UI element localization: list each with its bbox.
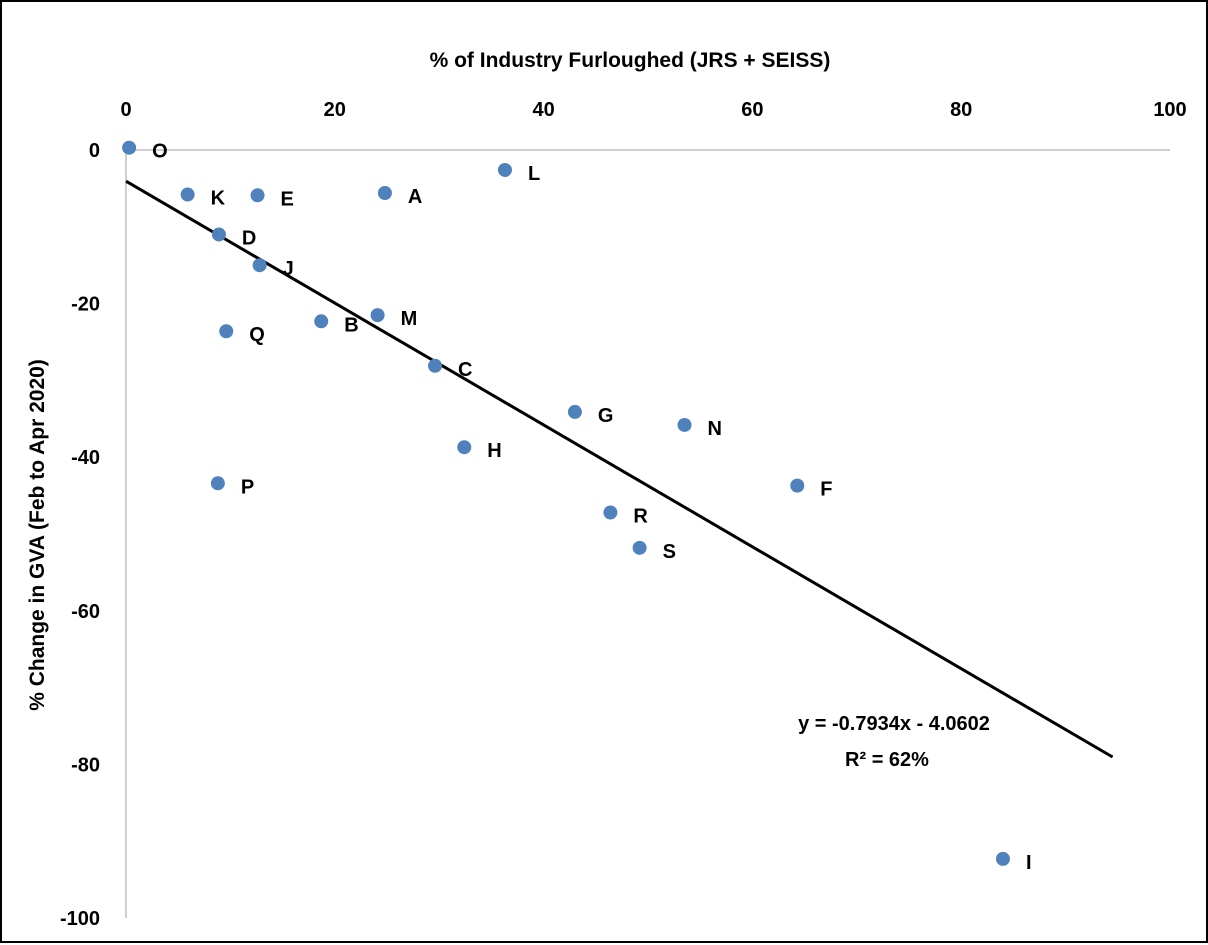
data-point	[632, 540, 647, 555]
data-point	[252, 258, 267, 273]
y-tick-label: 0	[89, 140, 100, 162]
data-point	[370, 308, 385, 323]
data-point-label: Q	[249, 324, 265, 346]
x-tick-label: 20	[324, 99, 346, 121]
data-point	[219, 324, 234, 339]
data-point-label: J	[283, 258, 294, 280]
data-point	[567, 404, 582, 419]
data-point	[677, 417, 692, 432]
y-tick-label: -80	[71, 754, 100, 776]
data-point	[377, 186, 392, 201]
x-tick-label: 80	[950, 99, 972, 121]
data-point	[122, 140, 137, 155]
data-point-label: N	[708, 418, 722, 440]
data-point	[603, 505, 618, 520]
y-tick-label: -20	[71, 294, 100, 316]
data-point	[210, 476, 225, 491]
x-tick-label: 60	[741, 99, 763, 121]
data-point	[457, 440, 472, 455]
data-point-label: P	[241, 476, 254, 498]
data-point-label: D	[242, 227, 256, 249]
data-point	[790, 478, 805, 493]
data-point-label: K	[211, 188, 226, 210]
data-point-label: M	[401, 308, 418, 330]
data-point-label: H	[487, 440, 501, 462]
data-point	[995, 851, 1010, 866]
x-tick-label: 0	[120, 99, 131, 121]
data-point-label: G	[598, 405, 614, 427]
trendline	[125, 179, 1114, 759]
y-tick-label: -60	[71, 601, 100, 623]
y-tick-label: -40	[71, 447, 100, 469]
data-point	[497, 162, 512, 177]
data-point-label: E	[281, 188, 294, 210]
y-tick-label: -100	[60, 908, 100, 930]
data-point	[211, 227, 226, 242]
data-point-label: A	[408, 186, 422, 208]
data-point	[428, 358, 443, 373]
x-tick-label: 40	[532, 99, 554, 121]
trendline-equation: y = -0.7934x - 4.0602	[798, 713, 990, 735]
data-point	[180, 187, 195, 202]
y-axis-title: % Change in GVA (Feb to Apr 2020)	[26, 359, 49, 711]
data-point-label: L	[528, 163, 540, 185]
data-point-label: O	[152, 141, 168, 163]
data-point-label: R	[633, 505, 648, 527]
data-point	[314, 314, 329, 329]
data-point-label: F	[820, 479, 832, 501]
data-point	[250, 188, 265, 203]
x-tick-label: 100	[1153, 99, 1186, 121]
data-point-label: I	[1026, 852, 1032, 874]
data-point-label: B	[344, 314, 358, 336]
data-point-label: C	[458, 359, 472, 381]
r-squared-label: R² = 62%	[845, 749, 929, 771]
x-axis-title: % of Industry Furloughed (JRS + SEISS)	[430, 49, 831, 72]
data-point-label: S	[663, 541, 676, 563]
